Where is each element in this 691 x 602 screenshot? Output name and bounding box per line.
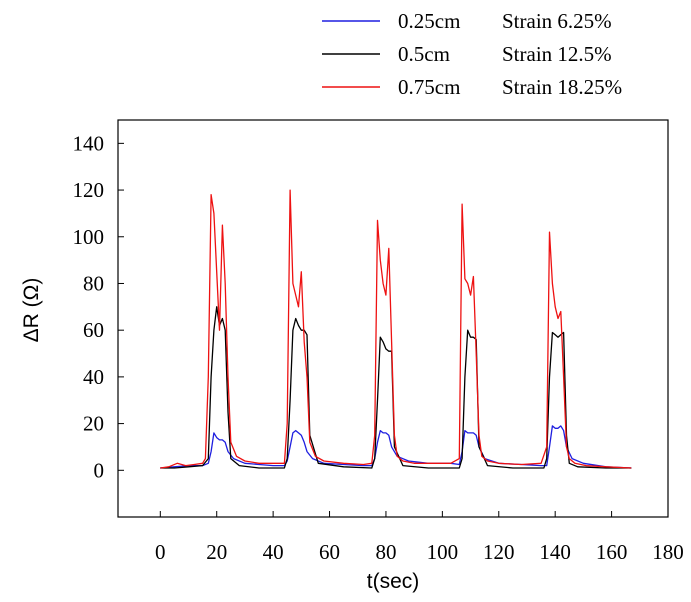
- x-tick-label: 20: [206, 540, 227, 564]
- legend-label-0: 0.25cm: [398, 9, 460, 33]
- y-tick-label: 80: [83, 271, 104, 295]
- y-tick-label: 140: [73, 131, 105, 155]
- x-tick-label: 160: [596, 540, 628, 564]
- x-tick-label: 140: [539, 540, 571, 564]
- x-tick-label: 120: [483, 540, 515, 564]
- legend: 0.25cm Strain 6.25% 0.5cm Strain 12.5% 0.75c…: [322, 9, 622, 99]
- series-line-1: [160, 306, 632, 469]
- series-line-0: [160, 425, 632, 469]
- x-tick-label: 60: [319, 540, 340, 564]
- x-tick-label: 0: [155, 540, 166, 564]
- legend-strain-0: Strain 6.25%: [502, 9, 612, 33]
- y-tick-label: 0: [94, 458, 105, 482]
- series-line-2: [160, 189, 632, 469]
- x-tick-label: 80: [375, 540, 396, 564]
- y-axis-title: ΔR (Ω): [20, 278, 43, 343]
- y-tick-label: 40: [83, 365, 104, 389]
- x-tick-label: 180: [652, 540, 684, 564]
- series-lines: [160, 189, 632, 469]
- x-axis: 0 20 40 60 80 100 120 140 160 180: [155, 511, 684, 564]
- y-tick-label: 100: [73, 225, 105, 249]
- legend-label-1: 0.5cm: [398, 42, 450, 66]
- y-tick-label: 60: [83, 318, 104, 342]
- legend-label-2: 0.75cm: [398, 75, 460, 99]
- x-tick-label: 100: [427, 540, 459, 564]
- x-tick-label: 40: [263, 540, 284, 564]
- plot-frame: [117, 119, 669, 518]
- y-tick-label: 120: [73, 178, 105, 202]
- y-axis: 0 20 40 60 80 100 120 140: [73, 131, 124, 482]
- y-tick-label: 20: [83, 412, 104, 436]
- x-axis-title: t(sec): [367, 570, 420, 593]
- legend-strain-1: Strain 12.5%: [502, 42, 612, 66]
- legend-strain-2: Strain 18.25%: [502, 75, 622, 99]
